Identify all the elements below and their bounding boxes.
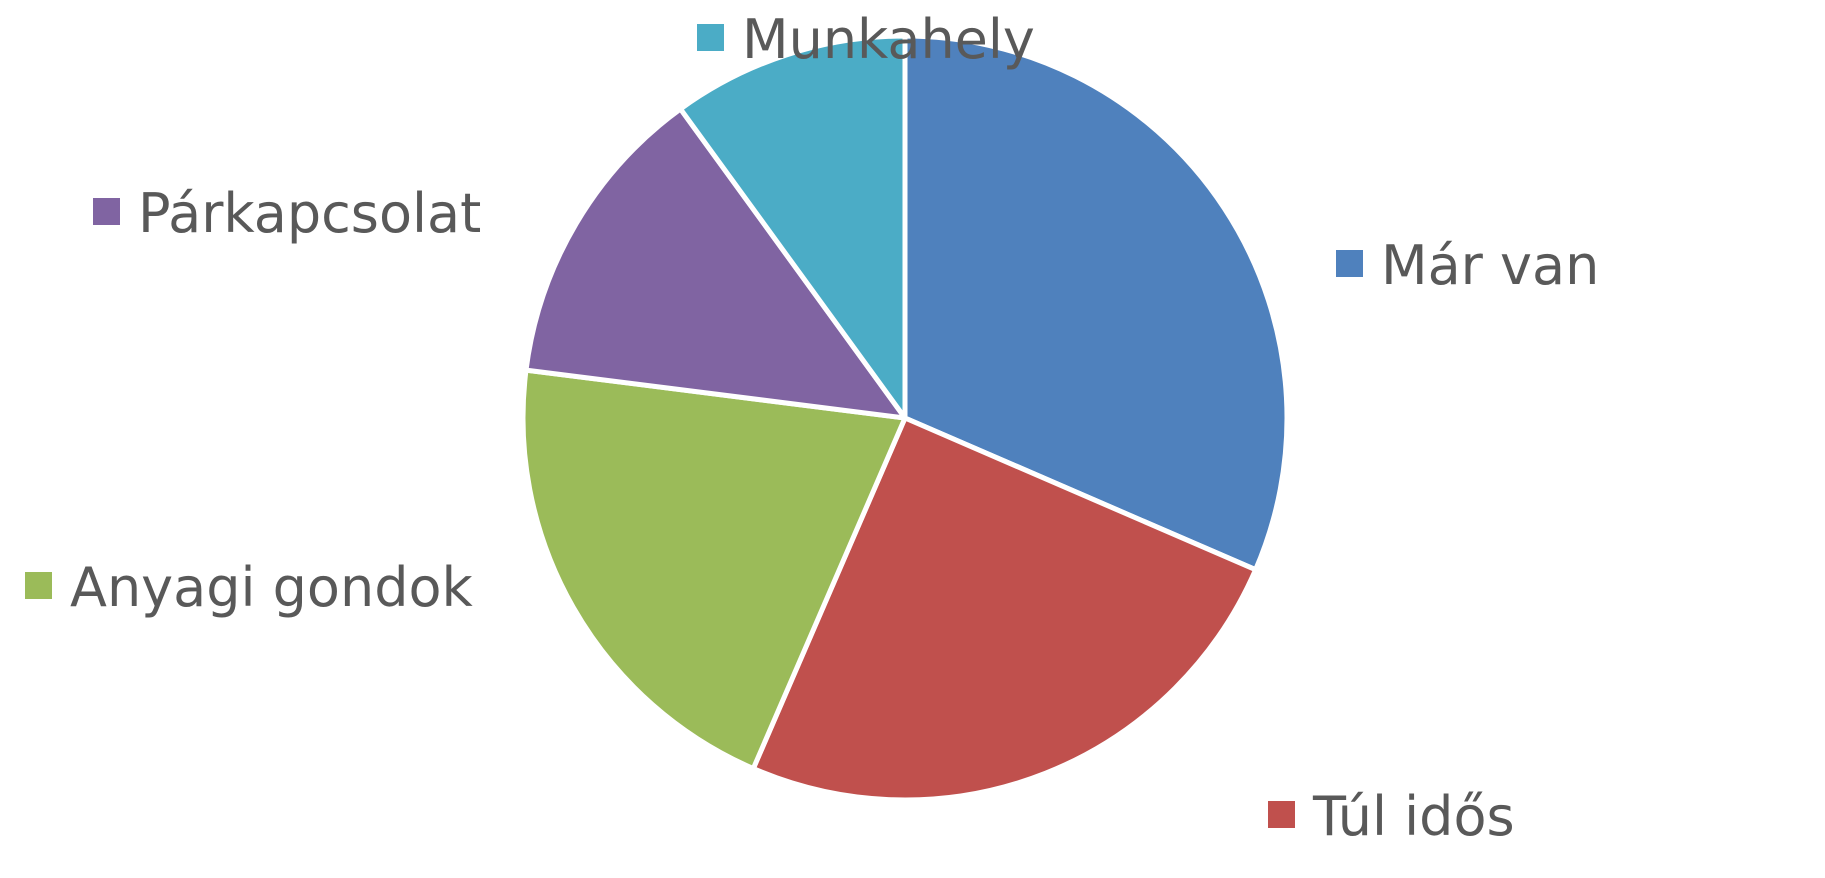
legend-label: Munkahely (742, 8, 1035, 71)
legend-label: Anyagi gondok (70, 556, 474, 619)
legend: Már van Túl idős Anyagi gondok Párkapcsolat… (25, 8, 1599, 848)
pie-slice-anyagi-gondok (520, 367, 908, 772)
pie-slice-munkahely (677, 33, 908, 421)
legend-item-mar-van: Már van (1336, 234, 1599, 297)
legend-label: Párkapcsolat (138, 182, 481, 245)
legend-swatch (697, 24, 724, 51)
legend-swatch (1336, 250, 1363, 277)
pie-slice-tul-idos (750, 415, 1259, 803)
legend-item-tul-idos: Túl idős (1268, 785, 1515, 848)
legend-item-munkahely: Munkahely (697, 8, 1035, 71)
legend-item-parkapcsolat: Párkapcsolat (93, 182, 481, 245)
legend-swatch (1268, 801, 1295, 828)
pie-slices (520, 33, 1290, 803)
legend-swatch (93, 198, 120, 225)
legend-label: Már van (1381, 234, 1599, 297)
pie-slice-mar-van (902, 33, 1290, 573)
legend-label: Túl idős (1312, 785, 1515, 848)
pie-slice-parkapcsolat (523, 106, 908, 421)
legend-swatch (25, 572, 52, 599)
legend-item-anyagi-gondok: Anyagi gondok (25, 556, 474, 619)
